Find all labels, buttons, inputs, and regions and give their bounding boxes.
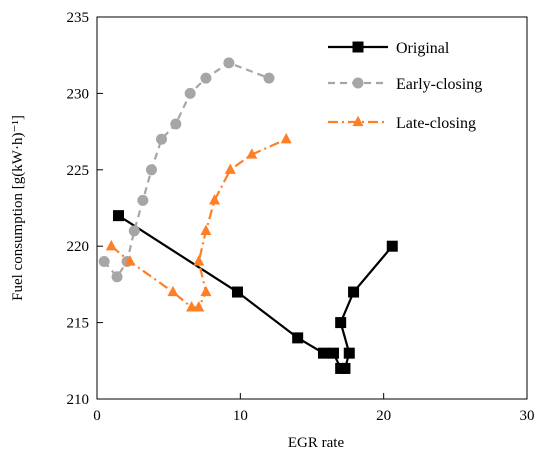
legend-marker [352, 115, 364, 127]
data-point [156, 133, 167, 145]
y-tick-label: 230 [67, 86, 90, 102]
data-point [105, 239, 117, 251]
y-tick-label: 220 [67, 239, 90, 255]
data-point [339, 362, 351, 374]
data-point [348, 286, 360, 298]
data-point [170, 118, 182, 130]
data-point [124, 255, 136, 266]
y-tick-label: 210 [67, 392, 90, 408]
data-point [128, 225, 140, 237]
y-tick-label: 235 [67, 10, 90, 26]
data-point [386, 240, 398, 252]
legend-label: Original [396, 40, 450, 57]
x-tick-label: 10 [233, 408, 248, 424]
data-point [98, 255, 110, 267]
series-late-closing [105, 132, 292, 312]
legend-marker [352, 41, 364, 53]
plot-area-frame [96, 16, 528, 400]
data-point [246, 148, 258, 159]
data-point [209, 194, 221, 205]
data-point [145, 164, 157, 176]
y-axis-title: Fuel consumption [g(kW·h)⁻¹] [10, 115, 26, 301]
series-early-closing [98, 57, 275, 283]
data-point [317, 347, 329, 359]
series-layer [98, 57, 398, 374]
y-tick-label: 215 [67, 316, 90, 332]
legend-marker [352, 77, 364, 89]
data-point [223, 57, 235, 69]
x-tick-label: 20 [376, 408, 391, 424]
data-point [184, 87, 196, 99]
legend: Original Early-closing Late-closing [328, 40, 482, 132]
data-point [193, 255, 205, 266]
data-point [292, 332, 304, 344]
data-point [200, 285, 212, 297]
axes-layer: 0 10 20 30 210 215 220 225 230 235 [67, 10, 535, 424]
data-point [200, 72, 212, 84]
legend-item: Original [328, 40, 450, 57]
data-point [137, 194, 149, 206]
data-point [224, 163, 236, 174]
data-point [335, 317, 347, 329]
series-line [110, 138, 287, 309]
data-point [280, 132, 292, 144]
data-point [186, 300, 198, 312]
legend-label: Early-closing [396, 76, 482, 93]
series-original [113, 210, 398, 374]
legend-item: Early-closing [328, 76, 482, 93]
data-point [111, 271, 123, 283]
legend-item: Late-closing [328, 115, 476, 132]
data-point [343, 347, 355, 359]
y-tick-label: 225 [67, 163, 90, 179]
x-tick-label: 30 [520, 408, 535, 424]
data-point [113, 210, 124, 222]
data-point [263, 72, 275, 84]
x-axis-title: EGR rate [288, 435, 345, 451]
data-point [193, 300, 205, 312]
x-tick-label: 0 [93, 408, 101, 424]
data-point [167, 285, 179, 297]
data-point [231, 286, 243, 298]
legend-label: Late-closing [396, 115, 476, 132]
data-point [328, 347, 339, 359]
data-point [200, 224, 212, 236]
